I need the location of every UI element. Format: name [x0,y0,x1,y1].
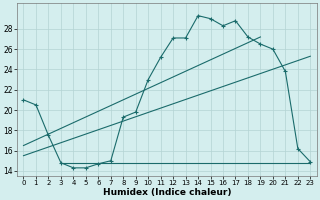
X-axis label: Humidex (Indice chaleur): Humidex (Indice chaleur) [103,188,231,197]
